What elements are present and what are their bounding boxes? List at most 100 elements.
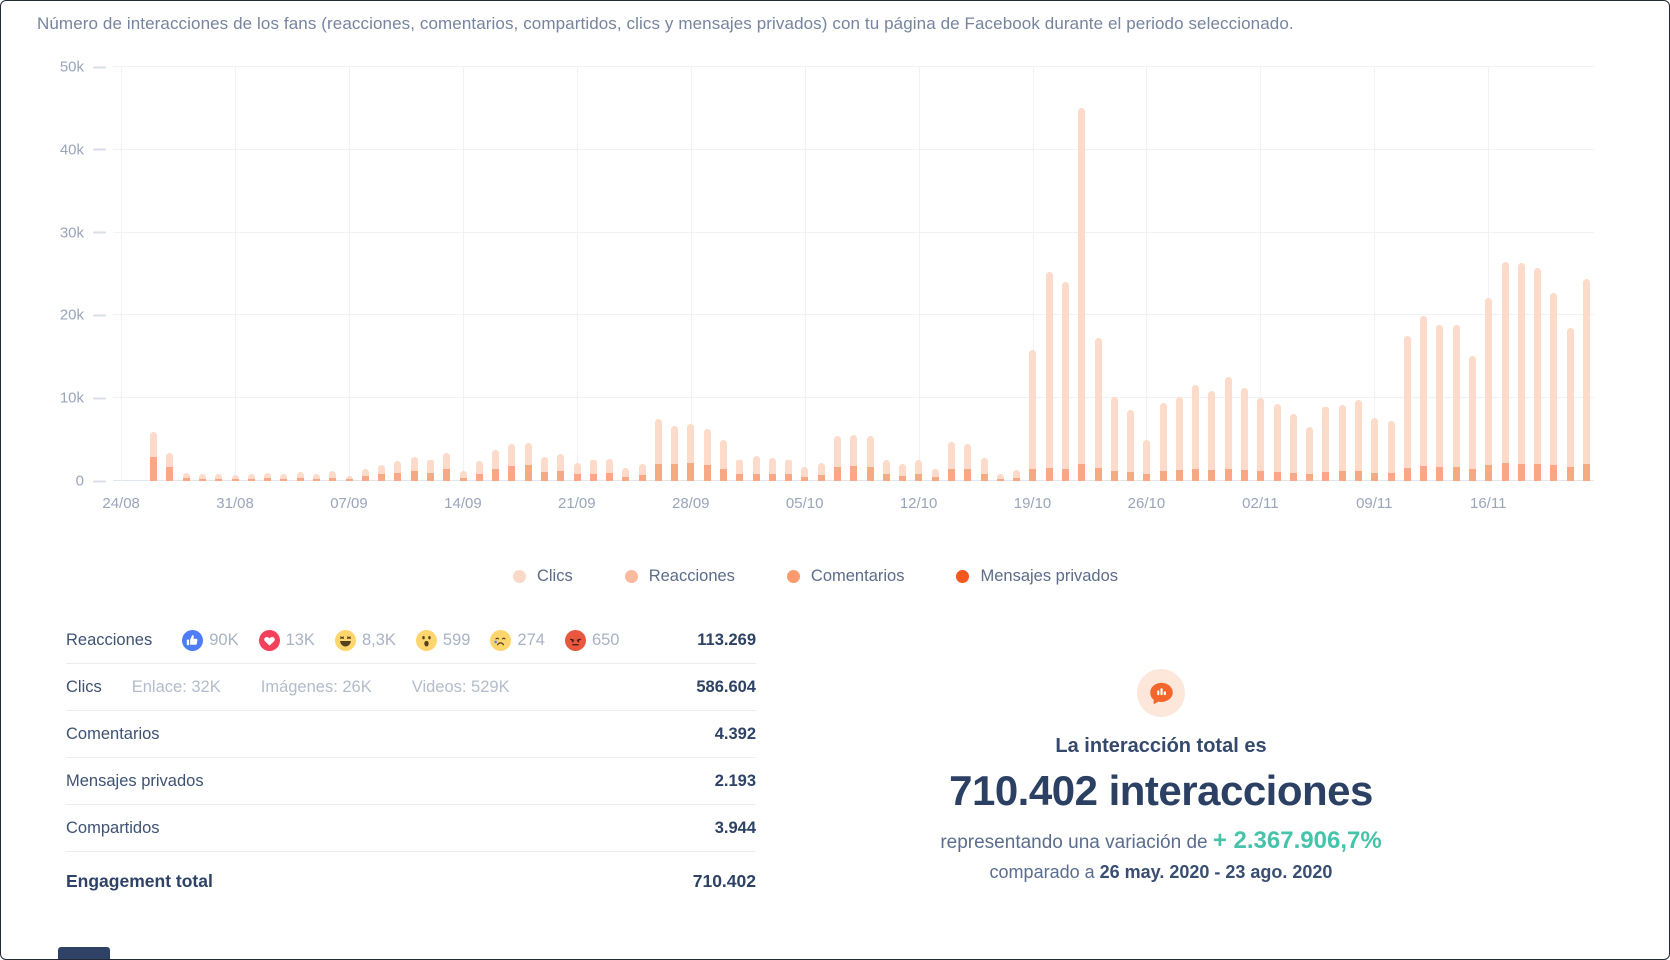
stacked-bar[interactable] <box>296 471 304 481</box>
stacked-bar[interactable] <box>247 473 255 481</box>
stacked-bar[interactable] <box>378 465 386 481</box>
stacked-bar[interactable] <box>1566 327 1574 481</box>
stacked-bar[interactable] <box>1289 413 1297 481</box>
stacked-bar[interactable] <box>492 450 500 481</box>
stacked-bar[interactable] <box>589 459 597 481</box>
stacked-bar[interactable] <box>1355 399 1363 481</box>
stacked-bar[interactable] <box>736 459 744 481</box>
stacked-bar[interactable] <box>1403 336 1411 481</box>
reaction-chip: 8,3K <box>334 629 396 651</box>
clics-segment <box>996 473 1004 479</box>
bar-slot <box>390 67 406 481</box>
stacked-bar[interactable] <box>199 473 207 481</box>
stacked-bar[interactable] <box>313 473 321 481</box>
legend-item-mensajes-privados[interactable]: Mensajes privados <box>956 567 1118 586</box>
stacked-bar[interactable] <box>345 476 353 481</box>
stacked-bar[interactable] <box>850 434 858 481</box>
stacked-bar[interactable] <box>524 442 532 481</box>
stacked-bar[interactable] <box>508 443 516 481</box>
stacked-bar[interactable] <box>182 472 190 481</box>
stacked-bar[interactable] <box>1273 404 1281 481</box>
stacked-bar[interactable] <box>150 432 158 481</box>
stacked-bar[interactable] <box>671 425 679 481</box>
stacked-bar[interactable] <box>752 456 760 481</box>
stacked-bar[interactable] <box>329 471 337 481</box>
stacked-bar[interactable] <box>703 428 711 481</box>
stacked-bar[interactable] <box>280 473 288 481</box>
stacked-bar[interactable] <box>1208 390 1216 481</box>
stacked-bar[interactable] <box>1094 337 1102 481</box>
stacked-bar[interactable] <box>1550 293 1558 481</box>
stacked-bar[interactable] <box>1534 268 1542 481</box>
stacked-bar[interactable] <box>459 471 467 481</box>
stacked-bar[interactable] <box>540 457 548 481</box>
clics-segment <box>687 423 695 463</box>
stacked-bar[interactable] <box>1420 316 1428 481</box>
stacked-bar[interactable] <box>166 452 174 481</box>
stacked-bar[interactable] <box>638 463 646 481</box>
stacked-bar[interactable] <box>1468 356 1476 481</box>
stacked-bar[interactable] <box>1241 388 1249 481</box>
stacked-bar[interactable] <box>996 473 1004 481</box>
legend-item-clics[interactable]: Clics <box>512 567 573 586</box>
stacked-bar[interactable] <box>1061 282 1069 481</box>
stacked-bar[interactable] <box>573 462 581 481</box>
stacked-bar[interactable] <box>1175 396 1183 481</box>
stacked-bar[interactable] <box>1192 384 1200 481</box>
stacked-bar[interactable] <box>426 459 434 481</box>
stacked-bar[interactable] <box>410 457 418 481</box>
stacked-bar[interactable] <box>1078 108 1086 481</box>
stacked-bar[interactable] <box>1029 350 1037 481</box>
stacked-bar[interactable] <box>654 418 662 481</box>
stacked-bar[interactable] <box>980 457 988 481</box>
stacked-bar[interactable] <box>1322 406 1330 481</box>
stacked-bar[interactable] <box>768 457 776 481</box>
stacked-bar[interactable] <box>1338 404 1346 481</box>
stacked-bar[interactable] <box>1501 262 1509 481</box>
stacked-bar[interactable] <box>785 459 793 481</box>
bar-slot <box>943 67 959 481</box>
stacked-bar[interactable] <box>215 474 223 481</box>
stacked-bar[interactable] <box>606 458 614 481</box>
stacked-bar[interactable] <box>1110 397 1118 481</box>
stacked-bar[interactable] <box>817 462 825 481</box>
stacked-bar[interactable] <box>687 423 695 481</box>
stacked-bar[interactable] <box>1452 325 1460 481</box>
legend-item-comentarios[interactable]: Comentarios <box>786 567 904 586</box>
stacked-bar[interactable] <box>394 461 402 481</box>
stacked-bar[interactable] <box>1143 439 1151 481</box>
stacked-bar[interactable] <box>899 463 907 481</box>
stacked-bar[interactable] <box>866 436 874 481</box>
stacked-bar[interactable] <box>1045 271 1053 481</box>
stacked-bar[interactable] <box>264 472 272 481</box>
stacked-bar[interactable] <box>931 468 939 481</box>
stacked-bar[interactable] <box>231 475 239 481</box>
stacked-bar[interactable] <box>622 467 630 481</box>
stacked-bar[interactable] <box>1387 420 1395 481</box>
bar-slot <box>504 67 520 481</box>
stacked-bar[interactable] <box>1485 298 1493 481</box>
stacked-bar[interactable] <box>1306 427 1314 481</box>
stacked-bar[interactable] <box>1159 403 1167 481</box>
reacciones-segment <box>1436 466 1444 481</box>
legend-item-reacciones[interactable]: Reacciones <box>624 567 735 586</box>
stacked-bar[interactable] <box>361 468 369 481</box>
stacked-bar[interactable] <box>1371 418 1379 481</box>
stacked-bar[interactable] <box>1517 263 1525 481</box>
stacked-bar[interactable] <box>801 466 809 481</box>
stacked-bar[interactable] <box>964 443 972 481</box>
stacked-bar[interactable] <box>557 453 565 481</box>
stacked-bar[interactable] <box>475 461 483 481</box>
stacked-bar[interactable] <box>1436 324 1444 481</box>
stacked-bar[interactable] <box>720 439 728 481</box>
stacked-bar[interactable] <box>1582 278 1590 481</box>
stacked-bar[interactable] <box>915 460 923 481</box>
stacked-bar[interactable] <box>1257 398 1265 481</box>
stacked-bar[interactable] <box>882 460 890 481</box>
stacked-bar[interactable] <box>1224 376 1232 481</box>
stacked-bar[interactable] <box>1013 470 1021 481</box>
stacked-bar[interactable] <box>947 442 955 481</box>
stacked-bar[interactable] <box>443 452 451 481</box>
stacked-bar[interactable] <box>1127 409 1135 481</box>
stacked-bar[interactable] <box>834 436 842 481</box>
